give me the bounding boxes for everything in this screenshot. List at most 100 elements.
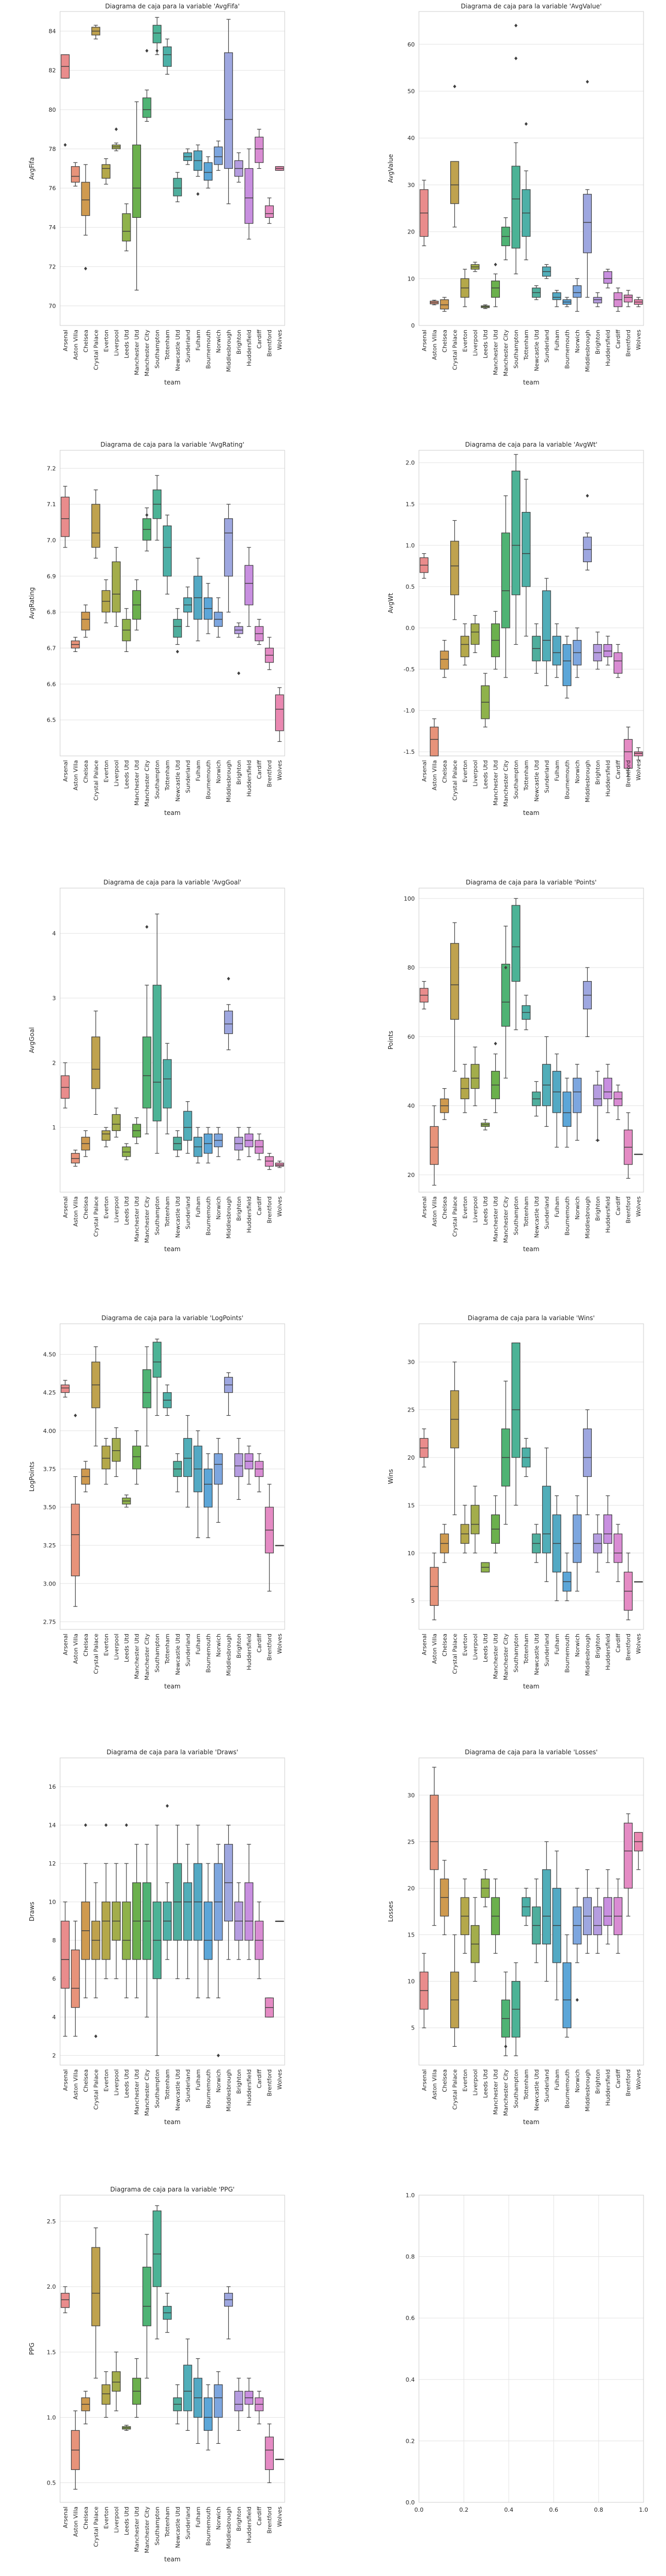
iqr-box — [634, 751, 643, 756]
iqr-box — [71, 166, 80, 183]
x-tick-label: Chelsea — [83, 1634, 89, 1657]
outlier-point — [596, 1138, 600, 1143]
box-huddersfield — [603, 269, 613, 288]
x-tick-label: Norwich — [215, 2069, 222, 2093]
y-tick-label: 0.5 — [47, 2479, 56, 2486]
box-newcastle-utd — [173, 1825, 182, 1979]
x-tick-label: Crystal Palace — [92, 1196, 99, 1237]
box-leeds-utd — [481, 1119, 490, 1130]
iqr-box — [450, 161, 459, 204]
x-tick-label: Brentford — [625, 1196, 632, 1223]
x-tick-label: Manchester Utd — [493, 2069, 499, 2115]
y-tick-label: -0.5 — [404, 666, 415, 673]
y-tick-label: 10 — [407, 1978, 415, 1985]
box-aston-villa — [429, 1767, 439, 1926]
x-tick-label: Fulham — [554, 1634, 560, 1654]
iqr-box — [552, 636, 562, 666]
y-tick-label: 6.8 — [47, 609, 56, 616]
box-everton — [101, 1438, 111, 1485]
x-tick-label: Southampton — [154, 2507, 161, 2545]
x-tick-label: Everton — [103, 2069, 110, 2092]
outlier-point — [166, 1804, 169, 1808]
iqr-box — [244, 168, 254, 224]
x-tick-label: Brentford — [625, 2069, 632, 2096]
chart-title: Diagrama de caja para la variable 'AvgFi… — [105, 3, 240, 10]
chart-panel: -1.5 -1.0 -0.5 0.0 0.5 1.0 1.5 2.0 Diagrama de c… — [387, 441, 644, 817]
x-tick-label: Liverpool — [113, 760, 120, 786]
box-crystal-palace — [91, 2227, 100, 2379]
iqr-box — [71, 1503, 80, 1577]
box-brighton — [234, 2377, 243, 2431]
iqr-box — [624, 295, 633, 302]
x-tick-label: Liverpool — [113, 1634, 120, 1660]
x-tick-label: Norwich — [215, 1196, 222, 1220]
x-tick-label: Norwich — [574, 1196, 581, 1220]
y-tick-label: 3.50 — [43, 1504, 56, 1511]
iqr-box — [603, 1514, 613, 1544]
x-tick-label: Huddersfield — [246, 2507, 253, 2543]
x-tick-label: Southampton — [513, 2069, 520, 2108]
box-manchester-utd — [491, 1879, 500, 1954]
box-southampton — [153, 17, 162, 55]
box-fulham — [552, 1053, 562, 1148]
outlier-point — [514, 24, 518, 28]
iqr-box — [542, 1869, 551, 1944]
x-axis-label: team — [523, 2118, 539, 2126]
x-tick-label: Chelsea — [83, 330, 89, 353]
box-manchester-city — [142, 1844, 151, 2018]
iqr-box — [562, 1091, 571, 1127]
box-newcastle-utd — [532, 623, 541, 674]
box-everton — [460, 1505, 470, 1554]
box-tottenham — [162, 515, 172, 595]
x-tick-label: Wolves — [276, 2069, 283, 2090]
x-axis-label: team — [523, 379, 539, 386]
x-tick-label: Aston Villa — [72, 2069, 79, 2100]
box-norwich — [572, 1887, 582, 2002]
y-tick-label: 1.5 — [47, 2349, 56, 2356]
y-tick-label: 4.50 — [43, 1351, 56, 1358]
box-brighton — [593, 1070, 602, 1143]
x-tick-label: Manchester Utd — [493, 330, 499, 375]
y-tick-label: 60 — [407, 1033, 415, 1040]
box-cardiff — [254, 619, 264, 645]
x-tick-label: Liverpool — [472, 1634, 479, 1660]
x-tick-label: Aston Villa — [72, 330, 79, 360]
box-wolves — [275, 687, 284, 742]
x-tick-label: Newcastle Utd — [533, 330, 540, 371]
box-liverpool — [471, 1897, 480, 1982]
box-wolves — [275, 2458, 284, 2461]
x-tick-label: Sunderland — [184, 2069, 191, 2102]
y-tick-label: 3.25 — [43, 1542, 56, 1549]
box-bournemouth — [562, 1553, 571, 1601]
box-everton — [460, 1879, 470, 1954]
box-crystal-palace — [91, 1346, 100, 1447]
x-tick-label: Chelsea — [441, 1634, 448, 1657]
box-wolves — [634, 747, 643, 761]
box-middlesbrough — [224, 1372, 233, 1416]
x-tick-label: Everton — [462, 760, 469, 783]
box-aston-villa — [71, 1149, 80, 1167]
x-tick-label: Brighton — [236, 1634, 242, 1658]
x-tick-label: Liverpool — [472, 1196, 479, 1222]
box-newcastle-utd — [532, 1081, 541, 1117]
outlier-point — [514, 56, 518, 61]
iqr-box — [234, 1453, 243, 1477]
x-tick-label: Huddersfield — [246, 330, 253, 366]
x-tick-label: Crystal Palace — [451, 2069, 458, 2110]
box-middlesbrough — [224, 976, 233, 1051]
iqr-box — [244, 1882, 254, 1941]
x-tick-label: Manchester Utd — [134, 1634, 141, 1679]
iqr-box — [153, 985, 162, 1122]
axes-frame — [60, 2195, 285, 2503]
iqr-box — [71, 1949, 80, 2008]
box-brentford — [265, 2423, 274, 2484]
x-tick-label: Norwich — [215, 1634, 222, 1657]
y-tick-label: 80 — [49, 107, 56, 113]
box-southampton — [511, 454, 521, 645]
x-tick-label: Manchester Utd — [134, 2069, 141, 2115]
box-cardiff — [254, 129, 264, 169]
chart-title: Diagrama de caja para la variable 'PPG' — [110, 2186, 235, 2193]
box-cardiff — [613, 287, 623, 312]
box-norwich — [572, 1495, 582, 1592]
